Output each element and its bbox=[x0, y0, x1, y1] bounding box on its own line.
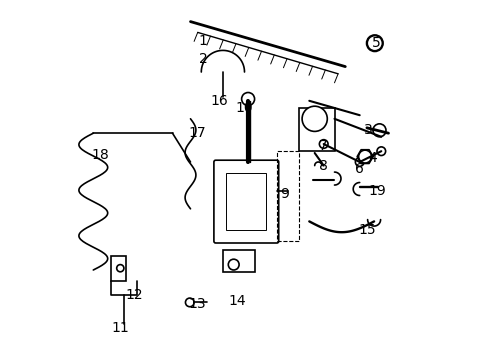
Text: 17: 17 bbox=[188, 126, 206, 140]
Text: 10: 10 bbox=[235, 101, 253, 115]
Circle shape bbox=[117, 265, 123, 272]
Text: 12: 12 bbox=[125, 288, 143, 302]
FancyBboxPatch shape bbox=[213, 160, 278, 243]
Text: 2: 2 bbox=[198, 53, 207, 66]
Bar bbox=[298, 108, 334, 151]
Circle shape bbox=[185, 298, 194, 307]
Text: 16: 16 bbox=[210, 94, 228, 108]
Bar bbox=[226, 173, 265, 230]
Circle shape bbox=[355, 158, 363, 166]
Text: 8: 8 bbox=[319, 159, 327, 172]
Text: 4: 4 bbox=[367, 152, 376, 165]
Text: 3: 3 bbox=[364, 123, 372, 136]
Circle shape bbox=[358, 150, 371, 163]
Text: 9: 9 bbox=[279, 188, 288, 201]
Circle shape bbox=[319, 140, 327, 148]
Text: 6: 6 bbox=[355, 162, 364, 176]
Text: 5: 5 bbox=[371, 36, 380, 50]
Bar bbox=[111, 256, 125, 281]
Circle shape bbox=[228, 259, 239, 270]
Circle shape bbox=[302, 106, 326, 131]
Bar bbox=[223, 250, 255, 272]
Text: 11: 11 bbox=[111, 321, 129, 334]
Text: 19: 19 bbox=[368, 184, 386, 198]
Text: 18: 18 bbox=[91, 148, 109, 162]
Text: 7: 7 bbox=[319, 139, 327, 153]
Text: 14: 14 bbox=[228, 294, 245, 307]
Text: 15: 15 bbox=[357, 224, 375, 237]
Circle shape bbox=[241, 93, 254, 105]
Circle shape bbox=[376, 147, 385, 156]
Text: 1: 1 bbox=[198, 35, 207, 48]
Circle shape bbox=[372, 124, 385, 137]
Text: 13: 13 bbox=[188, 297, 206, 311]
Circle shape bbox=[366, 35, 382, 51]
